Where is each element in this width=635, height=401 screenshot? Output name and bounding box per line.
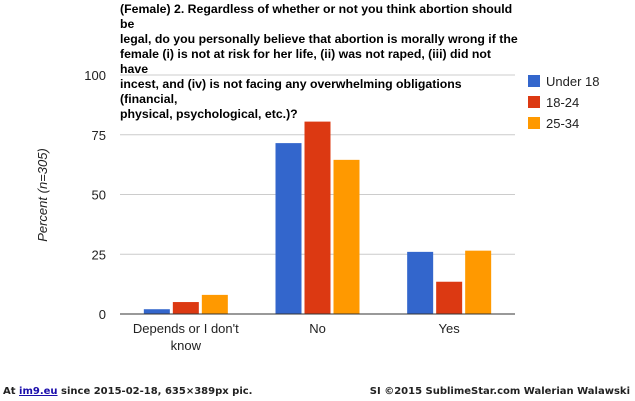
x-tick-label: No	[309, 321, 326, 336]
y-tick-label: 0	[99, 307, 106, 322]
legend-label: 25-34	[546, 116, 579, 131]
bar-18-24-2	[436, 281, 463, 314]
chart-title-line: female (i) is not at risk for her life, …	[120, 47, 491, 76]
footer-copyright: SI ©2015 SublimeStar.com Walerian Walaws…	[369, 386, 630, 397]
y-tick-label: 25	[92, 247, 106, 262]
x-tick-label-line: Yes	[439, 321, 461, 336]
footer-credit: At im9.eu since 2015-02-18, 635×389px pi…	[3, 386, 252, 397]
y-axis-ticks: 0 25 50 75 100	[84, 68, 106, 322]
bar-25-34-1	[333, 159, 360, 314]
chart-title-line: (Female) 2. Regardless of whether or not…	[120, 2, 513, 31]
footer-prefix: At	[3, 386, 16, 397]
bar-under-18-2	[407, 251, 434, 314]
bar-18-24-0	[172, 302, 199, 314]
y-tick-label: 100	[84, 68, 106, 83]
bar-25-34-2	[465, 250, 492, 314]
chart-title-line: legal, do you personally believe that ab…	[120, 32, 518, 46]
bars	[143, 121, 492, 314]
x-axis-ticks: Depends or I don't know No Yes	[133, 321, 460, 353]
y-tick-label: 50	[92, 188, 106, 203]
bar-under-18-1	[275, 143, 302, 314]
legend-label: 18-24	[546, 95, 579, 110]
legend-swatch	[528, 75, 540, 87]
y-tick-label: 75	[92, 128, 106, 143]
chart-plot: 0 25 50 75 100 Depends or I don't know No Yes P…	[35, 68, 599, 353]
bar-18-24-1	[304, 121, 331, 314]
chart-title-line: incest, and (iv) is not facing any overw…	[120, 77, 462, 106]
legend-label: Under 18	[546, 74, 599, 89]
legend-swatch	[528, 117, 540, 129]
bar-25-34-0	[201, 294, 228, 314]
x-tick-label: Depends or I don't know	[133, 321, 239, 353]
legend-swatch	[528, 96, 540, 108]
x-tick-label-line: Depends or I don't	[133, 321, 239, 336]
chart-title-line: physical, psychological, etc.)?	[120, 107, 298, 121]
x-tick-label-line: No	[309, 321, 326, 336]
x-tick-label-line: know	[171, 338, 202, 353]
legend: Under 18 18-24 25-34	[528, 74, 599, 131]
chart-title: (Female) 2. Regardless of whether or not…	[120, 2, 520, 122]
y-axis-label-group: Percent (n=305)	[35, 148, 50, 242]
x-tick-label: Yes	[439, 321, 461, 336]
y-axis-label: Percent (n=305)	[35, 148, 50, 242]
footer-suffix: since 2015-02-18, 635×389px pic.	[61, 386, 253, 397]
footer: At im9.eu since 2015-02-18, 635×389px pi…	[0, 384, 635, 401]
bar-under-18-0	[143, 309, 170, 314]
footer-link[interactable]: im9.eu	[19, 386, 58, 397]
